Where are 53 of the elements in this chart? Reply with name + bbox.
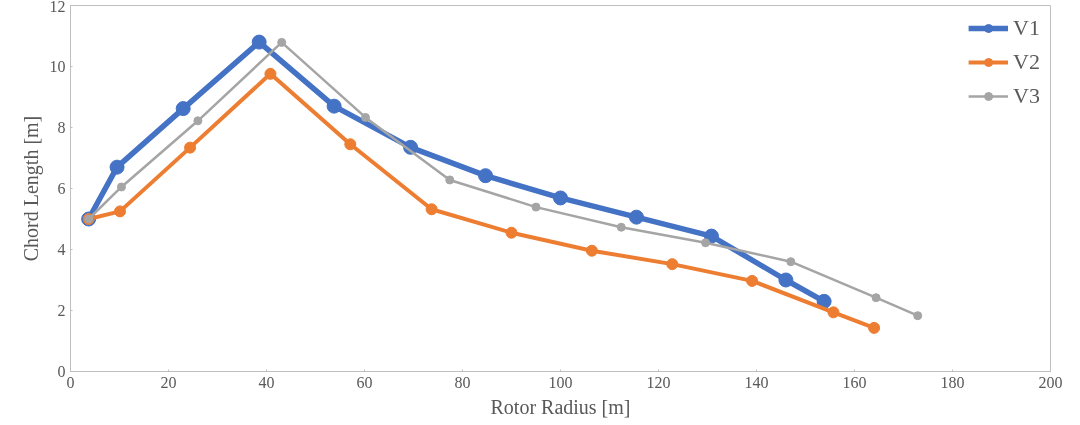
point bbox=[478, 168, 494, 184]
point bbox=[701, 238, 711, 248]
y-tick-label: 4 bbox=[57, 241, 66, 258]
y-tick-label: 8 bbox=[57, 119, 66, 136]
point bbox=[827, 306, 840, 319]
point bbox=[116, 182, 126, 192]
point bbox=[184, 141, 197, 154]
point bbox=[585, 244, 598, 257]
x-axis-title: Rotor Radius [m] bbox=[490, 395, 631, 418]
legend-label: V1 bbox=[1013, 15, 1040, 41]
point bbox=[616, 222, 626, 232]
x-tick-label: 120 bbox=[646, 373, 671, 391]
y-tick-label: 12 bbox=[49, 0, 66, 15]
point bbox=[175, 101, 191, 117]
legend-label: V2 bbox=[1013, 49, 1040, 75]
point bbox=[505, 226, 518, 239]
point bbox=[109, 159, 125, 175]
point bbox=[628, 209, 644, 225]
point bbox=[264, 67, 277, 80]
x-tick-label: 20 bbox=[160, 373, 177, 391]
point bbox=[277, 37, 287, 47]
point bbox=[344, 138, 357, 151]
x-tick-label: 100 bbox=[548, 373, 573, 391]
point bbox=[553, 190, 568, 206]
point bbox=[746, 274, 759, 287]
point bbox=[251, 34, 267, 50]
x-tick-label: 80 bbox=[454, 373, 471, 391]
point bbox=[193, 116, 203, 126]
point bbox=[326, 98, 342, 114]
x-tick-label: 200 bbox=[1038, 373, 1063, 391]
x-tick-label: 180 bbox=[940, 373, 965, 391]
point bbox=[868, 321, 881, 334]
point bbox=[425, 203, 438, 216]
x-tick-label: 60 bbox=[356, 373, 373, 391]
point bbox=[913, 311, 923, 321]
point bbox=[531, 202, 541, 212]
point bbox=[871, 293, 881, 303]
legend-label: V3 bbox=[1013, 83, 1040, 109]
point bbox=[360, 112, 370, 122]
point bbox=[703, 228, 719, 244]
point bbox=[786, 257, 796, 267]
point bbox=[445, 175, 455, 185]
x-tick-label: 140 bbox=[744, 373, 769, 391]
y-tick-label: 10 bbox=[49, 58, 66, 75]
y-tick-label: 6 bbox=[57, 180, 66, 197]
point bbox=[666, 258, 679, 271]
x-tick-label: 40 bbox=[258, 373, 275, 391]
x-tick-label: 160 bbox=[842, 373, 867, 391]
point bbox=[778, 272, 794, 288]
y-tick-label: 2 bbox=[57, 302, 66, 319]
point bbox=[816, 293, 832, 309]
y-axis-title: Chord Length [m] bbox=[19, 115, 43, 262]
point bbox=[113, 205, 126, 218]
